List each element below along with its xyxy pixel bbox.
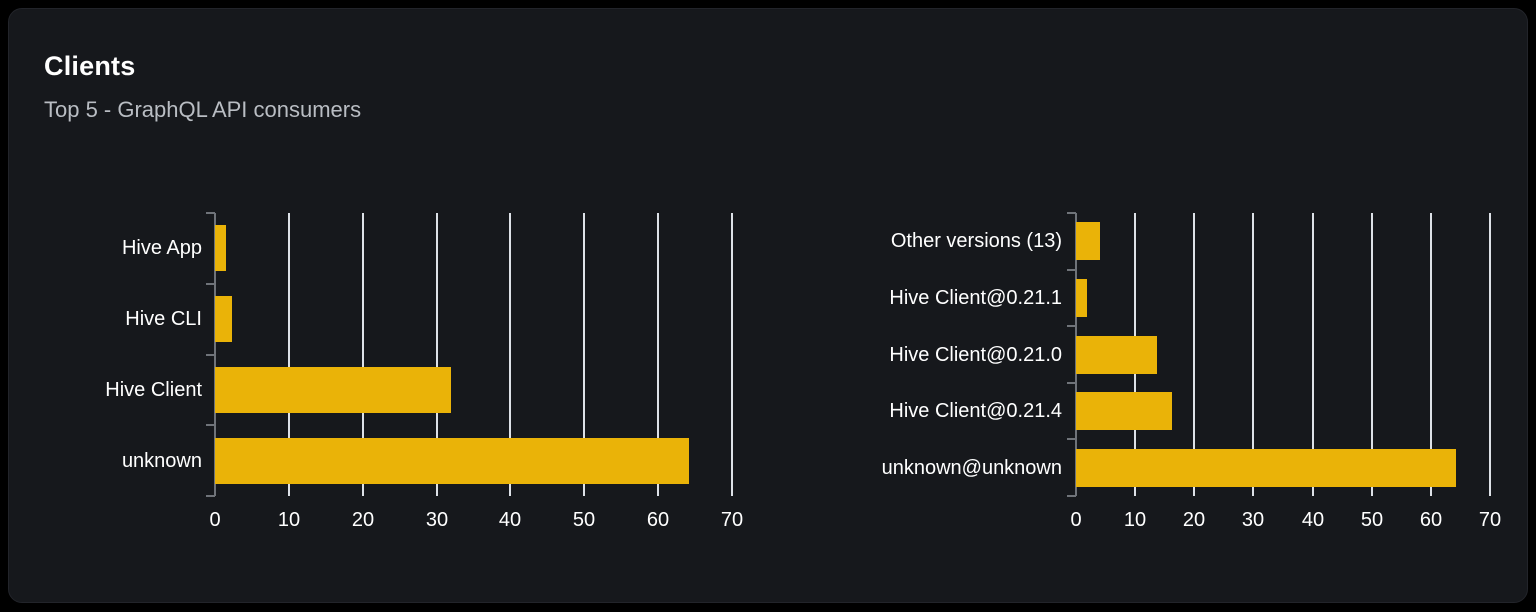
y-axis-line — [214, 213, 216, 496]
x-tick-label-40: 40 — [1301, 509, 1325, 531]
gridline-x-70 — [731, 213, 733, 496]
x-tick-label-0: 0 — [209, 509, 221, 531]
clients-by-version-chart: Other versions (13) Hive Client@0.21.1 Hiv… — [9, 9, 1527, 602]
x-tick-label-70: 70 — [720, 509, 744, 531]
x-tick-label-50: 50 — [572, 509, 596, 531]
bar-hive-cli[interactable] — [215, 296, 232, 342]
bar-unknown[interactable] — [215, 438, 689, 484]
bar-hive-client-0-21-0[interactable] — [1076, 336, 1157, 374]
y-axis-tick — [1067, 495, 1076, 497]
x-tick-label-60: 60 — [646, 509, 670, 531]
category-label-hive-app: Hive App — [121, 237, 202, 259]
y-axis-tick — [206, 354, 215, 356]
category-label-other-versions-13-: Other versions (13) — [890, 230, 1062, 252]
x-tick-label-0: 0 — [1070, 509, 1082, 531]
x-tick-label-10: 10 — [277, 509, 301, 531]
gridline-x-60 — [1429, 213, 1432, 496]
y-axis-tick — [206, 283, 215, 285]
card-subtitle: Top 5 - GraphQL API consumers — [44, 97, 362, 122]
category-label-hive-client-0-21-1: Hive Client@0.21.1 — [889, 287, 1062, 309]
gridline-x-50 — [583, 213, 586, 496]
bar-other-versions-13-[interactable] — [1076, 222, 1100, 260]
x-tick-label-60: 60 — [1419, 509, 1443, 531]
gridline-x-10 — [287, 213, 290, 496]
x-tick-label-10: 10 — [1123, 509, 1147, 531]
category-label-unknown: unknown — [121, 450, 202, 472]
x-tick-label-30: 30 — [425, 509, 449, 531]
y-axis-tick — [206, 424, 215, 426]
x-tick-label-20: 20 — [1182, 509, 1206, 531]
category-label-hive-client-0-21-0: Hive Client@0.21.0 — [889, 344, 1062, 366]
bar-hive-client-0-21-1[interactable] — [1076, 279, 1087, 317]
clients-card: Clients Top 5 - GraphQL API consumers Hi… — [8, 8, 1528, 603]
y-axis-tick — [1067, 325, 1076, 327]
category-label-hive-client-0-21-4: Hive Client@0.21.4 — [889, 400, 1062, 422]
category-label-hive-cli: Hive CLI — [125, 308, 202, 330]
gridline-x-40 — [509, 213, 512, 496]
y-axis-tick — [1067, 212, 1076, 214]
gridline-x-30 — [1252, 213, 1255, 496]
gridline-x-50 — [1370, 213, 1373, 496]
gridline-x-30 — [435, 213, 438, 496]
page-title: Clients — [44, 51, 136, 81]
clients-by-version-plot-area — [1067, 212, 1491, 497]
clients-by-name-chart: Hive App Hive CLI Hive Client unknown 0 10 20 3… — [9, 9, 1527, 602]
y-axis-tick — [206, 495, 215, 497]
x-tick-label-20: 20 — [351, 509, 375, 531]
y-axis-tick — [1067, 438, 1076, 440]
x-tick-label-70: 70 — [1478, 509, 1502, 531]
gridline-x-20 — [1193, 213, 1196, 496]
x-tick-label-30: 30 — [1241, 509, 1265, 531]
gridline-x-40 — [1311, 213, 1314, 496]
gridline-x-70 — [1489, 213, 1491, 496]
category-label-hive-client: Hive Client — [105, 379, 202, 401]
category-label-unknown-unknown: unknown@unknown — [881, 457, 1062, 479]
x-tick-label-40: 40 — [498, 509, 522, 531]
gridline-x-60 — [657, 213, 660, 496]
y-axis-tick — [1067, 382, 1076, 384]
bar-hive-app[interactable] — [215, 225, 226, 271]
bar-hive-client-0-21-4[interactable] — [1076, 392, 1172, 430]
x-tick-label-50: 50 — [1360, 509, 1384, 531]
y-axis-tick — [206, 212, 215, 214]
gridline-x-20 — [361, 213, 364, 496]
bar-hive-client[interactable] — [215, 367, 451, 413]
bar-unknown-unknown[interactable] — [1076, 449, 1456, 487]
clients-by-name-plot-area — [206, 212, 733, 497]
y-axis-tick — [1067, 269, 1076, 271]
